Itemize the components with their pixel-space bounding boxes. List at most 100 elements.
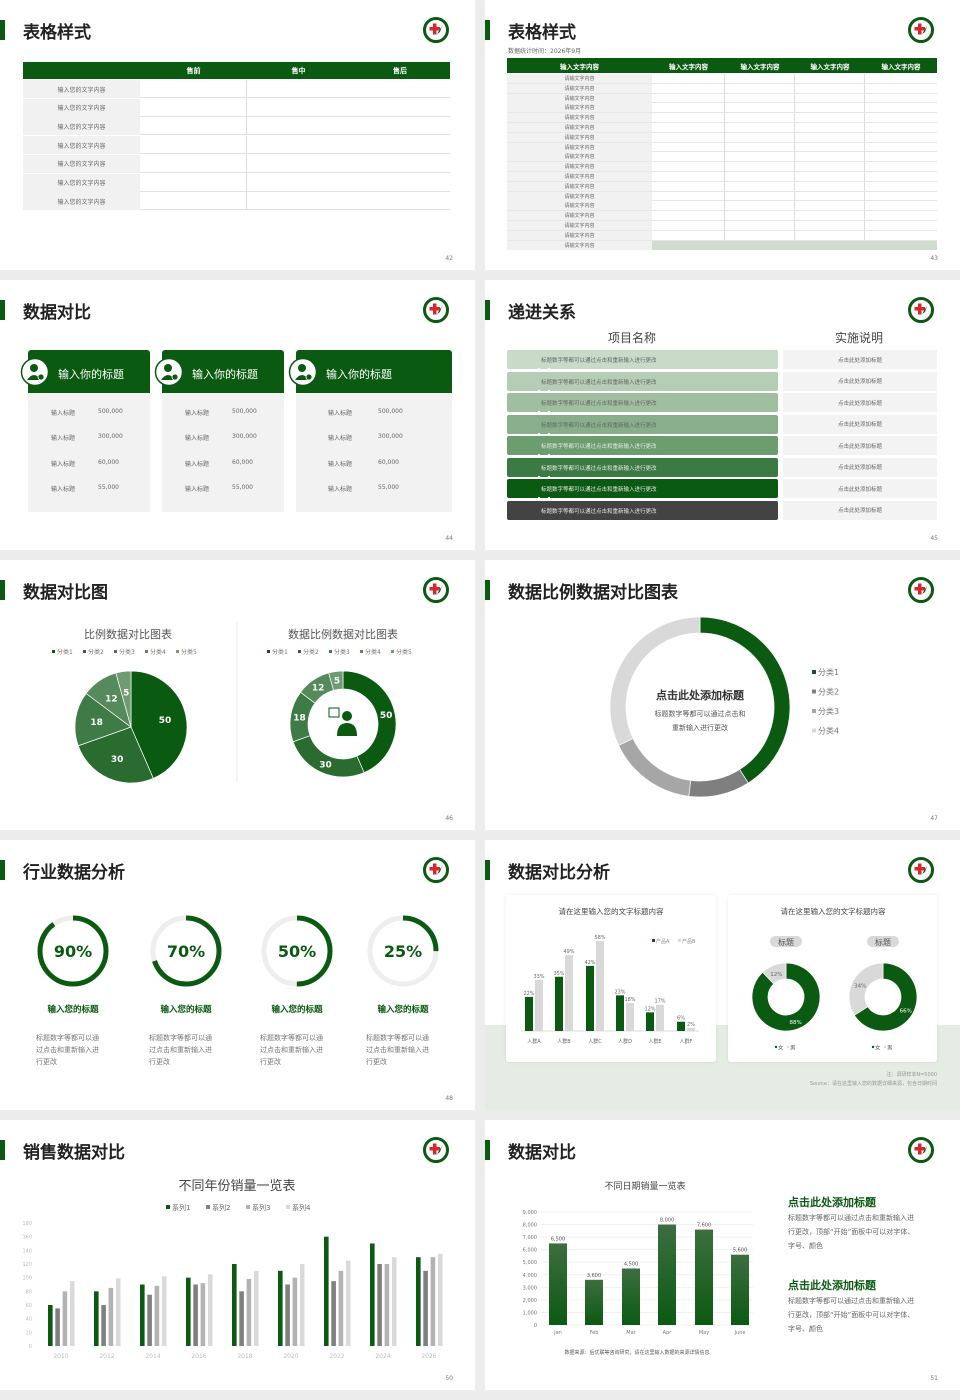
table-cell[interactable] (652, 201, 725, 211)
table-cell[interactable] (247, 99, 450, 117)
table-cell[interactable] (652, 172, 725, 181)
table-cell[interactable] (795, 230, 865, 240)
table-cell[interactable] (652, 113, 725, 123)
table-cell[interactable] (795, 172, 865, 181)
table-cell[interactable] (795, 132, 865, 142)
table-cell[interactable] (795, 221, 865, 230)
table-cell[interactable] (865, 192, 937, 201)
table-cell[interactable] (865, 84, 937, 93)
table-cell[interactable] (725, 93, 795, 103)
step-note[interactable]: 点击此处添加标题 (783, 457, 937, 477)
table-cell[interactable] (795, 191, 865, 201)
slide-49: 数据对比分析49请在这里输入您的文字标题内容产品A产品B22%33%人群A35%… (485, 840, 960, 1110)
table-cell[interactable] (865, 231, 937, 240)
table-cell[interactable] (652, 191, 725, 201)
step-note[interactable]: 点击此处添加标题 (783, 371, 937, 391)
table-cell[interactable] (865, 123, 937, 132)
table-cell[interactable] (652, 142, 725, 152)
table-cell[interactable] (725, 162, 795, 172)
table-cell[interactable] (865, 201, 937, 210)
table-cell[interactable] (725, 142, 795, 152)
legend-dot (786, 1045, 790, 1049)
table-cell[interactable] (652, 211, 725, 221)
table-cell[interactable] (652, 162, 725, 172)
table-cell[interactable] (865, 113, 937, 122)
step-note[interactable]: 点击此处添加标题 (783, 500, 937, 520)
table-cell[interactable] (865, 162, 937, 171)
table-cell[interactable] (652, 181, 725, 191)
table-cell[interactable] (725, 103, 795, 113)
table-cell[interactable] (652, 123, 725, 132)
slide-45: 递进关系 45 项目名称 实施说明 标题数字等都可以通过点击和重新输入进行更改 点击此处添… (485, 280, 960, 550)
table-cell[interactable] (247, 80, 450, 98)
table-cell[interactable] (652, 103, 725, 113)
table-cell[interactable] (725, 83, 795, 93)
table-cell[interactable] (865, 74, 937, 83)
table-cell[interactable] (247, 117, 450, 135)
table-cell[interactable] (247, 174, 450, 192)
table-cell[interactable] (795, 211, 865, 221)
table-cell[interactable] (865, 152, 937, 161)
table-cell[interactable] (140, 117, 247, 136)
step-note[interactable]: 点击此处添加标题 (783, 350, 937, 369)
table-cell[interactable] (140, 80, 247, 98)
table-cell[interactable] (725, 230, 795, 240)
table-cell[interactable] (652, 132, 725, 142)
table-cell[interactable] (725, 123, 795, 132)
logo-cross-h (429, 1147, 440, 1151)
table-cell[interactable] (795, 74, 865, 83)
table-cell[interactable] (865, 103, 937, 112)
step-note[interactable]: 点击此处添加标题 (783, 479, 937, 498)
table-cell[interactable] (652, 83, 725, 93)
table-cell[interactable] (795, 113, 865, 123)
merged-cell[interactable] (652, 240, 937, 250)
table-cell[interactable] (247, 136, 450, 154)
table-cell[interactable] (652, 93, 725, 103)
table-cell[interactable] (865, 182, 937, 191)
table-cell[interactable] (725, 152, 795, 162)
table-cell[interactable] (865, 133, 937, 142)
table-cell[interactable] (865, 143, 937, 152)
table-cell[interactable] (725, 172, 795, 181)
row-label-cell: 请输文字内容 (507, 172, 652, 181)
table-cell[interactable] (725, 74, 795, 83)
table-cell[interactable] (865, 172, 937, 181)
table-cell[interactable] (140, 154, 247, 173)
table-cell[interactable] (140, 136, 247, 155)
step-note[interactable]: 点击此处添加标题 (783, 393, 937, 412)
table-cell[interactable] (795, 142, 865, 152)
table-cell[interactable] (140, 192, 247, 211)
table-cell[interactable] (865, 94, 937, 103)
table-cell[interactable] (795, 152, 865, 162)
table-cell[interactable] (725, 132, 795, 142)
table-cell[interactable] (795, 83, 865, 93)
table-cell[interactable] (725, 211, 795, 221)
table-cell[interactable] (865, 221, 937, 230)
table-cell[interactable] (795, 181, 865, 191)
table-cell[interactable] (725, 191, 795, 201)
slide-subtitle: 数据统计时间：2026年9月 (508, 48, 582, 55)
table-cell[interactable] (652, 221, 725, 230)
table-cell[interactable] (140, 98, 247, 117)
step-note[interactable]: 点击此处添加标题 (783, 436, 937, 455)
table-cell[interactable] (725, 113, 795, 123)
step-note[interactable]: 点击此处添加标题 (783, 414, 937, 434)
table-cell[interactable] (652, 230, 725, 240)
table-cell[interactable] (652, 152, 725, 162)
table-cell[interactable] (795, 93, 865, 103)
table-cell[interactable] (140, 173, 247, 192)
table-cell[interactable] (725, 221, 795, 230)
table-cell[interactable] (795, 162, 865, 172)
row-label-cell: 请输文字内容 (507, 93, 652, 103)
table-cell[interactable] (795, 103, 865, 113)
table-cell[interactable] (725, 181, 795, 191)
logo (423, 1137, 449, 1163)
logo-cross-h (914, 1147, 925, 1151)
table-cell[interactable] (795, 201, 865, 211)
table-cell[interactable] (247, 155, 450, 173)
table-cell[interactable] (725, 201, 795, 211)
table-cell[interactable] (865, 211, 937, 220)
table-cell[interactable] (652, 74, 725, 83)
table-cell[interactable] (795, 123, 865, 132)
table-cell[interactable] (247, 192, 450, 210)
